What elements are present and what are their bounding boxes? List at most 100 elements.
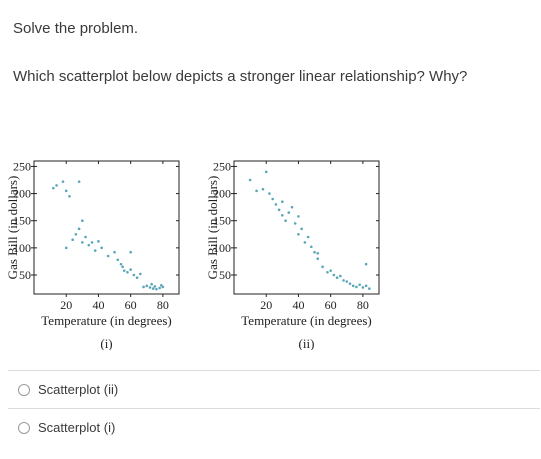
data-point — [52, 186, 55, 190]
plot-caption: (i) — [100, 336, 112, 350]
y-tick-label: 250 — [13, 159, 31, 173]
data-point — [139, 272, 142, 276]
data-point — [358, 283, 361, 287]
data-point — [64, 189, 68, 193]
data-point — [290, 205, 294, 209]
x-axis-label: Temperature (in degrees) — [41, 313, 171, 328]
data-point — [81, 219, 84, 223]
data-point — [281, 200, 284, 204]
y-axis-label: Gas Bill (in dollars) — [5, 176, 20, 280]
y-tick-label: 250 — [213, 159, 231, 173]
x-tick-label: 60 — [325, 298, 337, 312]
scatterplots-figure: 50 100 150 200 250 20 40 60 80 Temperature (in de… — [0, 150, 541, 350]
data-point — [306, 235, 310, 239]
data-point — [364, 284, 368, 288]
y-tick-label: 50 — [219, 268, 231, 282]
data-point — [297, 232, 300, 236]
data-point — [348, 282, 352, 285]
data-point — [132, 273, 136, 277]
x-axis-label: Temperature (in degrees) — [241, 313, 371, 328]
data-point — [300, 227, 303, 231]
x-tick-label: 80 — [357, 298, 369, 312]
plot-frame — [233, 160, 380, 295]
x-tick-label: 20 — [60, 298, 72, 312]
data-point — [261, 187, 265, 191]
data-point — [335, 276, 339, 280]
data-point — [368, 287, 371, 290]
data-point — [106, 254, 110, 258]
y-tick-label: 100 — [13, 241, 31, 255]
data-point — [64, 246, 68, 250]
y-tick-label: 150 — [213, 214, 231, 228]
option-scatterplot-i[interactable]: Scatterplot (i) — [8, 408, 540, 447]
data-point — [277, 208, 281, 212]
data-point — [329, 269, 332, 272]
radio-button[interactable] — [18, 384, 30, 396]
instruction-text: Solve the problem. — [13, 20, 139, 37]
data-point — [145, 284, 149, 288]
radio-button[interactable] — [18, 422, 30, 434]
data-point — [159, 284, 163, 287]
data-point — [303, 241, 307, 244]
data-point — [293, 222, 297, 225]
data-point — [351, 284, 355, 288]
x-tick-label: 60 — [125, 298, 137, 312]
data-point — [158, 286, 161, 290]
data-point — [55, 184, 58, 187]
data-point — [150, 282, 153, 286]
data-point — [264, 170, 268, 174]
data-point — [116, 258, 120, 262]
data-point — [281, 213, 284, 217]
data-point — [84, 235, 87, 239]
data-point — [321, 265, 324, 269]
data-point — [326, 270, 329, 274]
data-point — [255, 189, 258, 193]
data-point — [339, 274, 342, 278]
data-point — [126, 270, 129, 274]
data-point — [135, 276, 139, 280]
data-point — [77, 227, 81, 231]
plot-frame — [33, 160, 180, 295]
data-point — [121, 265, 124, 269]
x-tick-label: 20 — [260, 298, 272, 312]
data-point — [274, 203, 278, 206]
data-point — [100, 246, 103, 250]
data-point — [142, 285, 145, 289]
data-point — [129, 268, 132, 271]
data-point — [151, 287, 155, 290]
option-label: Scatterplot (i) — [38, 420, 116, 435]
data-point — [61, 180, 65, 183]
data-point — [153, 285, 157, 288]
data-point — [161, 285, 165, 289]
data-point — [310, 245, 313, 249]
data-point — [345, 280, 349, 283]
data-point — [113, 250, 116, 254]
data-point — [74, 232, 78, 236]
plot-caption: (ii) — [299, 336, 315, 350]
option-scatterplot-ii[interactable]: Scatterplot (ii) — [8, 370, 540, 409]
question-text: Which scatterplot below depicts a strong… — [13, 68, 468, 85]
data-point — [268, 192, 271, 195]
data-point — [129, 250, 132, 254]
data-point — [87, 243, 91, 247]
data-point — [313, 250, 316, 254]
data-point — [271, 197, 274, 201]
y-tick-label: 200 — [213, 187, 231, 201]
x-tick-label: 40 — [92, 298, 104, 312]
x-tick-label: 40 — [292, 298, 304, 312]
data-point — [297, 215, 300, 218]
data-point — [155, 287, 158, 291]
option-label: Scatterplot (ii) — [38, 382, 119, 397]
data-point — [316, 257, 320, 261]
data-point — [90, 241, 94, 244]
data-point — [148, 286, 152, 289]
data-point — [287, 211, 291, 214]
data-point — [355, 285, 358, 289]
data-point — [364, 262, 368, 266]
data-point — [342, 279, 345, 282]
data-point — [332, 273, 336, 277]
data-point — [122, 269, 126, 272]
x-tick-label: 80 — [157, 298, 169, 312]
data-point — [284, 219, 287, 223]
